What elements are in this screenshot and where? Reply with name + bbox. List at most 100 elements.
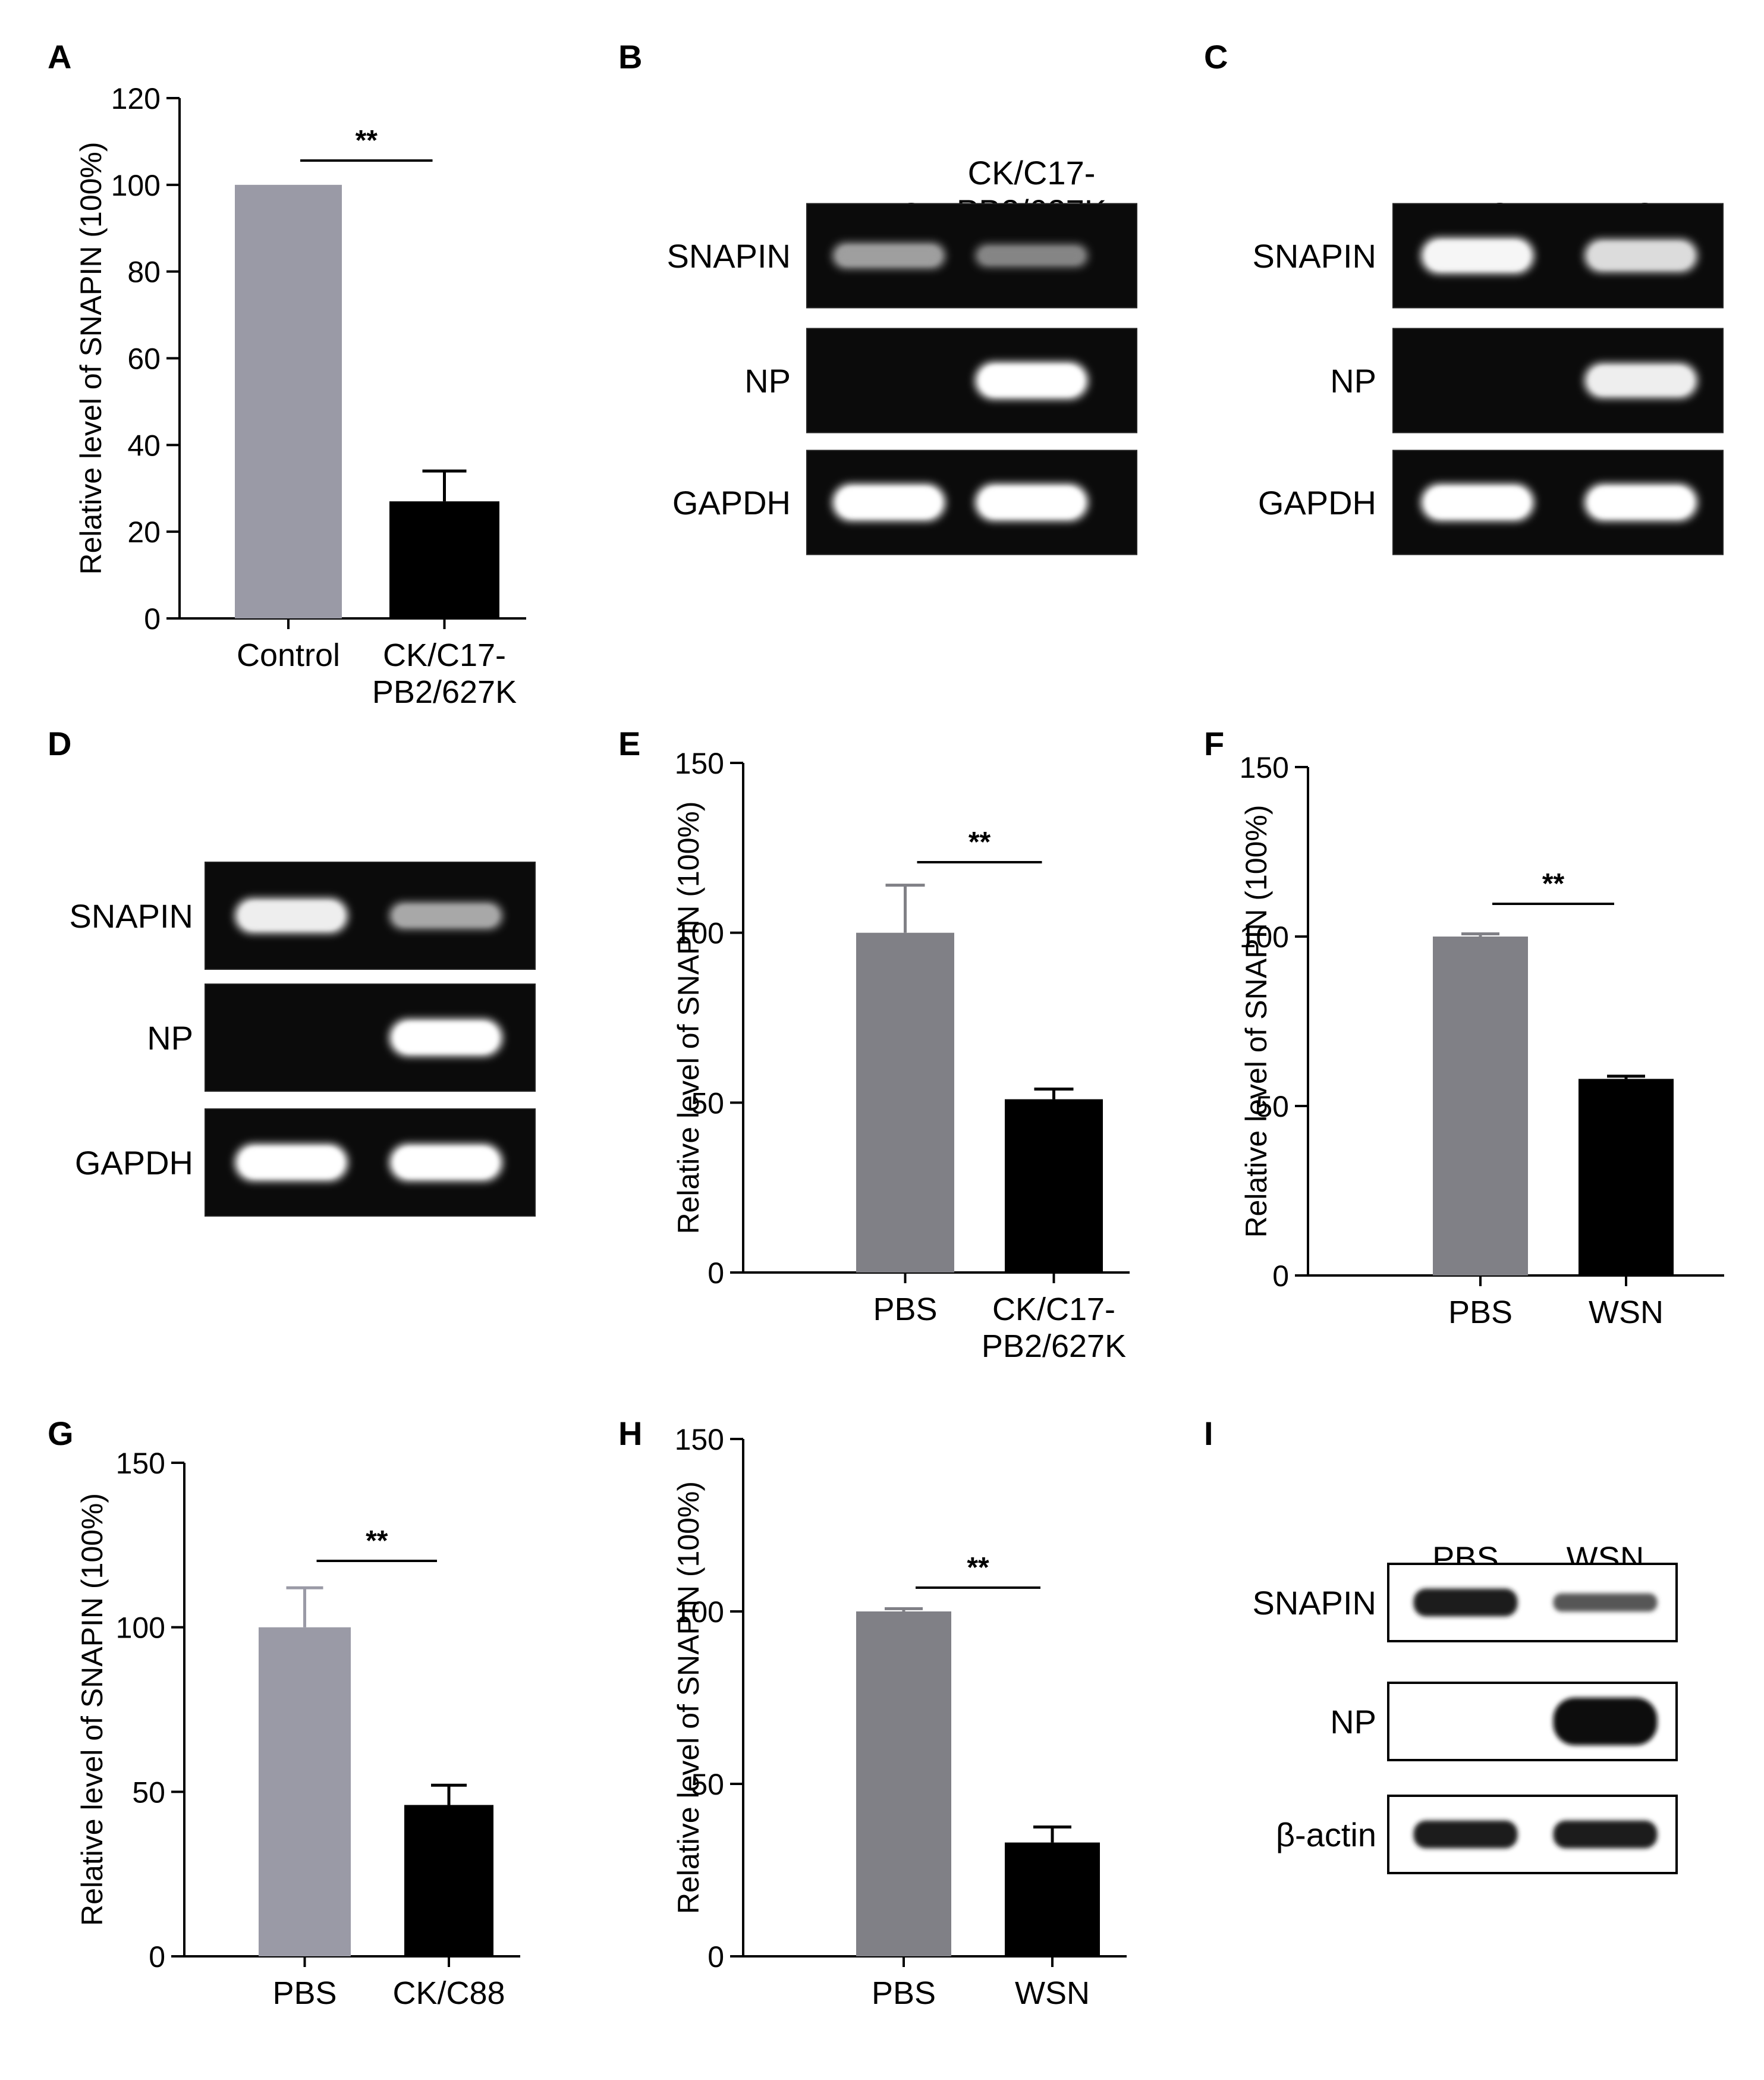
gel-row-label: GAPDH [75,1144,193,1182]
y-tick-label: 150 [1240,751,1289,784]
gel-row-label: GAPDH [672,484,791,521]
y-axis-label: Relative level of SNAPIN (100%) [74,142,108,574]
y-tick-label: 50 [1256,1090,1289,1123]
band-0 [838,246,939,265]
band-0 [1413,1588,1518,1617]
bar-0 [856,1611,951,1956]
band-1 [1590,243,1691,269]
x-tick-label: CK/C88 [392,1975,505,2011]
panel-letter-h: H [618,1415,642,1452]
x-tick-label: WSN [1015,1975,1090,2011]
y-axis-label: Relative level of SNAPIN (100%) [1240,805,1273,1237]
x-tick-label: PBS [1448,1294,1513,1330]
bar-0 [235,184,342,618]
x-tick-label: WSN [1589,1294,1664,1330]
panel-letter-i: I [1204,1415,1213,1452]
gel-row-label: NP [1330,362,1376,400]
y-tick-label: 50 [691,1086,724,1120]
x-tick-label: PB2/627K [372,674,517,710]
y-axis-label: Relative level of SNAPIN (100%) [672,1481,705,1914]
x-tick-label: PBS [873,1292,937,1327]
gel-row-label: SNAPIN [667,237,791,275]
y-tick-label: 120 [111,82,161,115]
panel-letter-b: B [618,38,642,76]
panel-letter-f: F [1204,725,1224,762]
gel-row-label: β-actin [1276,1816,1376,1853]
significance-label: ** [967,1552,989,1583]
y-tick-label: 100 [675,1595,724,1629]
panel-letter-d: D [48,725,71,762]
y-tick-label: 150 [675,747,724,780]
y-tick-label: 100 [116,1611,165,1645]
y-tick-label: 40 [127,429,161,462]
x-tick-label: Control [237,637,340,673]
y-tick-label: 0 [149,1940,165,1974]
band-1 [1553,1698,1658,1745]
y-axis-label: Relative level of SNAPIN (100%) [672,801,705,1234]
y-tick-label: 0 [708,1940,724,1974]
bar-1 [1005,1842,1100,1956]
bar-chart-h: 0 50 100 150 Relative level of SNAPIN (100%)… [672,1423,1127,2011]
x-tick-label: PB2/627K [982,1328,1126,1364]
gel-row-label: SNAPIN [70,897,194,935]
y-tick-label: 100 [1240,920,1289,954]
y-tick-label: 150 [675,1423,724,1456]
panel-letter-c: C [1204,38,1228,76]
x-tick-label: PBS [272,1975,337,2011]
y-tick-label: 0 [708,1256,724,1290]
y-axis-label: Relative level of SNAPIN (100%) [76,1493,109,1926]
gel-row-label: GAPDH [1258,484,1376,521]
x-tick-label: CK/C17- [383,637,506,673]
band-1 [1590,488,1691,517]
significance-label: ** [356,125,378,156]
band-0 [838,488,939,517]
bar-1 [1579,1079,1674,1275]
y-tick-label: 50 [132,1776,165,1809]
band-0 [1427,488,1528,517]
band-1 [981,366,1082,395]
gel-row-label: NP [744,362,791,400]
y-tick-label: 50 [691,1768,724,1801]
band-0 [241,901,342,930]
gel-row-label: NP [1330,1703,1376,1740]
band-1 [981,488,1082,517]
y-tick-label: 80 [127,256,161,289]
band-1 [1553,1593,1658,1612]
panel-letter-a: A [48,38,71,76]
y-tick-label: 100 [675,917,724,950]
y-tick-label: 100 [111,169,161,202]
significance-label: ** [969,827,991,858]
band-0 [1413,1820,1518,1849]
x-tick-label: CK/C17- [992,1292,1115,1327]
band-1 [1590,366,1691,395]
band-1 [1553,1820,1658,1849]
band-0 [241,1148,342,1177]
gel-row-label: SNAPIN [1253,1584,1377,1622]
significance-label: ** [366,1525,388,1557]
bar-chart-f: 0 50 100 150 Relative level of SNAPIN (100%)… [1240,751,1724,1330]
band-1 [395,1148,496,1177]
y-tick-label: 20 [127,516,161,549]
gel-row-label: SNAPIN [1253,237,1377,275]
lane-label: CK/C17- [968,154,1096,191]
gel-panel-c: PBSWSNSNAPINNPGAPDH [1253,196,1724,555]
significance-label: ** [1542,868,1565,900]
y-tick-label: 60 [127,343,161,376]
panel-letter-g: G [48,1415,74,1452]
band-1 [981,247,1082,264]
gel-row-label: NP [147,1019,193,1057]
bar-1 [389,501,499,618]
bar-0 [259,1627,351,1956]
band-1 [395,906,496,926]
bar-0 [1433,937,1528,1275]
bar-1 [1005,1099,1103,1272]
y-tick-label: 0 [144,602,161,636]
bar-chart-e: 0 50 100 150 Relative level of SNAPIN (100%)… [672,747,1130,1364]
x-tick-label: PBS [872,1975,936,2011]
